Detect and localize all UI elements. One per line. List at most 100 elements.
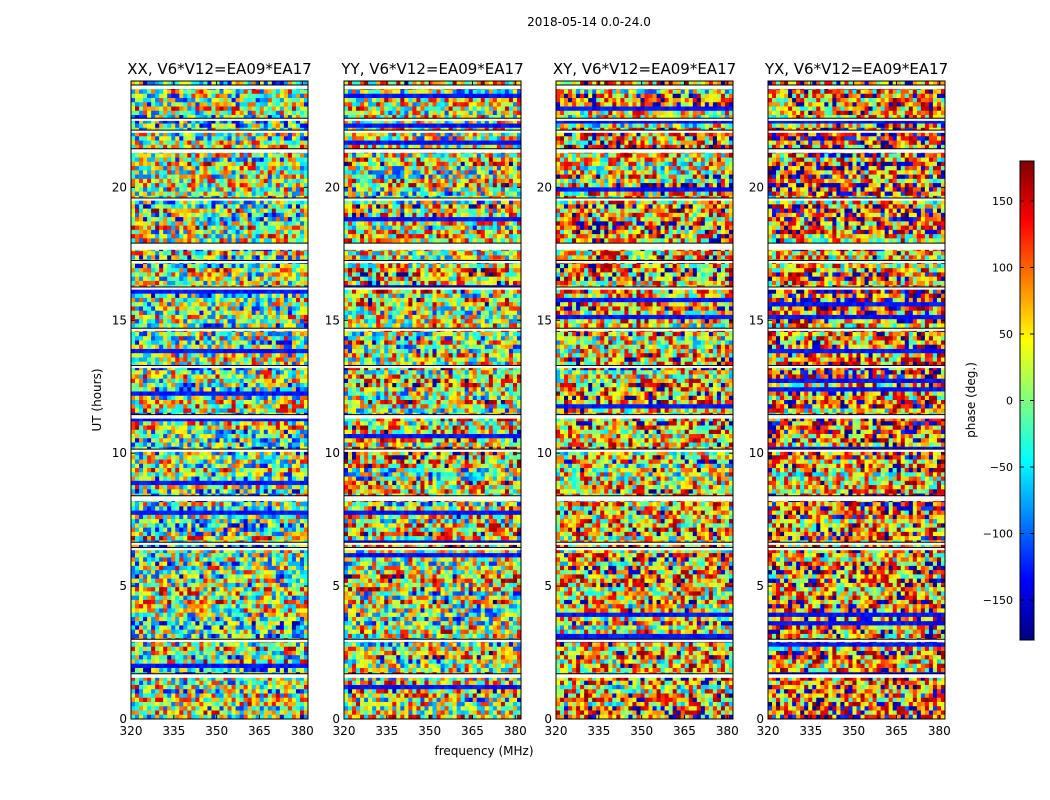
heatmap-cell bbox=[171, 234, 175, 239]
heatmap-cell bbox=[232, 357, 236, 362]
heatmap-cell bbox=[167, 255, 171, 260]
heatmap-cell bbox=[131, 553, 135, 558]
heatmap-cell bbox=[252, 357, 256, 362]
heatmap-cell bbox=[300, 294, 304, 299]
heatmap-cell bbox=[183, 102, 187, 107]
heatmap-cell bbox=[264, 230, 268, 235]
heatmap-cell bbox=[143, 319, 147, 324]
heatmap-cell bbox=[276, 443, 280, 448]
heatmap-cell bbox=[211, 532, 215, 537]
heatmap-cell bbox=[220, 345, 224, 350]
heatmap-cell bbox=[232, 192, 236, 197]
heatmap-cell bbox=[272, 294, 276, 299]
heatmap-cell bbox=[191, 311, 195, 316]
heatmap-cell bbox=[232, 506, 236, 511]
heatmap-cell bbox=[284, 153, 288, 158]
heatmap-cell bbox=[276, 421, 280, 426]
heatmap-cell bbox=[272, 468, 276, 473]
heatmap-cell bbox=[240, 515, 244, 520]
heatmap-cell bbox=[296, 187, 300, 192]
heatmap-cell bbox=[252, 532, 256, 537]
heatmap-cell bbox=[199, 111, 203, 116]
heatmap-cell bbox=[215, 515, 219, 520]
heatmap-cell bbox=[191, 153, 195, 158]
heatmap-cell bbox=[284, 302, 288, 307]
heatmap-cell bbox=[252, 175, 256, 180]
heatmap-cell bbox=[228, 506, 232, 511]
heatmap-cell bbox=[215, 209, 219, 214]
heatmap-cell bbox=[155, 532, 159, 537]
heatmap-cell bbox=[187, 277, 191, 282]
heatmap-cell bbox=[147, 226, 151, 231]
heatmap-cell bbox=[167, 532, 171, 537]
heatmap-cell bbox=[179, 340, 183, 345]
heatmap-cell bbox=[183, 468, 187, 473]
heatmap-cell bbox=[220, 226, 224, 231]
heatmap-cell bbox=[276, 226, 280, 231]
heatmap-cell bbox=[139, 460, 143, 465]
heatmap-cell bbox=[300, 162, 304, 167]
heatmap-cell bbox=[288, 217, 292, 222]
heatmap-cell bbox=[276, 370, 280, 375]
heatmap-cell bbox=[195, 340, 199, 345]
heatmap-cell bbox=[224, 472, 228, 477]
heatmap-cell bbox=[147, 90, 151, 95]
heatmap-cell bbox=[288, 536, 292, 541]
heatmap-cell bbox=[179, 98, 183, 103]
heatmap-cell bbox=[244, 209, 248, 214]
heatmap-cell bbox=[256, 345, 260, 350]
heatmap-cell bbox=[155, 557, 159, 562]
heatmap-cell bbox=[183, 353, 187, 358]
heatmap-cell bbox=[236, 319, 240, 324]
heatmap-cell bbox=[252, 519, 256, 524]
heatmap-cell bbox=[199, 264, 203, 269]
heatmap-cell bbox=[228, 153, 232, 158]
heatmap-cell bbox=[155, 302, 159, 307]
heatmap-cell bbox=[252, 306, 256, 311]
heatmap-cell bbox=[171, 553, 175, 558]
heatmap-cell bbox=[248, 345, 252, 350]
heatmap-cell bbox=[248, 98, 252, 103]
heatmap-cell bbox=[211, 374, 215, 379]
heatmap-cell bbox=[300, 158, 304, 163]
heatmap-cell bbox=[207, 230, 211, 235]
heatmap-cell bbox=[224, 217, 228, 222]
heatmap-cell bbox=[288, 374, 292, 379]
heatmap-cell bbox=[224, 396, 228, 401]
heatmap-cell bbox=[195, 464, 199, 469]
heatmap-cell bbox=[236, 289, 240, 294]
heatmap-cell bbox=[131, 472, 135, 477]
heatmap-cell bbox=[195, 315, 199, 320]
heatmap-cell bbox=[260, 387, 264, 392]
heatmap-cell bbox=[240, 353, 244, 358]
heatmap-cell bbox=[215, 477, 219, 482]
heatmap-cell bbox=[163, 387, 167, 392]
heatmap-cell bbox=[187, 409, 191, 414]
heatmap-cell bbox=[256, 272, 260, 277]
heatmap-cell bbox=[248, 204, 252, 209]
heatmap-cell bbox=[171, 340, 175, 345]
heatmap-cell bbox=[191, 557, 195, 562]
heatmap-cell bbox=[135, 443, 139, 448]
heatmap-cell bbox=[135, 136, 139, 141]
heatmap-cell bbox=[248, 396, 252, 401]
heatmap-cell bbox=[155, 357, 159, 362]
heatmap-cell bbox=[183, 319, 187, 324]
heatmap-cell bbox=[187, 170, 191, 175]
heatmap-cell bbox=[272, 340, 276, 345]
heatmap-cell bbox=[232, 336, 236, 341]
heatmap-cell bbox=[296, 264, 300, 269]
heatmap-cell bbox=[151, 400, 155, 405]
heatmap-cell bbox=[244, 434, 248, 439]
heatmap-cell bbox=[159, 315, 163, 320]
heatmap-cell bbox=[199, 519, 203, 524]
heatmap-cell bbox=[215, 464, 219, 469]
heatmap-cell bbox=[191, 391, 195, 396]
heatmap-cell bbox=[215, 94, 219, 99]
heatmap-cell bbox=[195, 192, 199, 197]
heatmap-cell bbox=[147, 370, 151, 375]
heatmap-cell bbox=[236, 213, 240, 218]
heatmap-cell bbox=[296, 557, 300, 562]
heatmap-cell bbox=[240, 506, 244, 511]
heatmap-cell bbox=[183, 141, 187, 146]
